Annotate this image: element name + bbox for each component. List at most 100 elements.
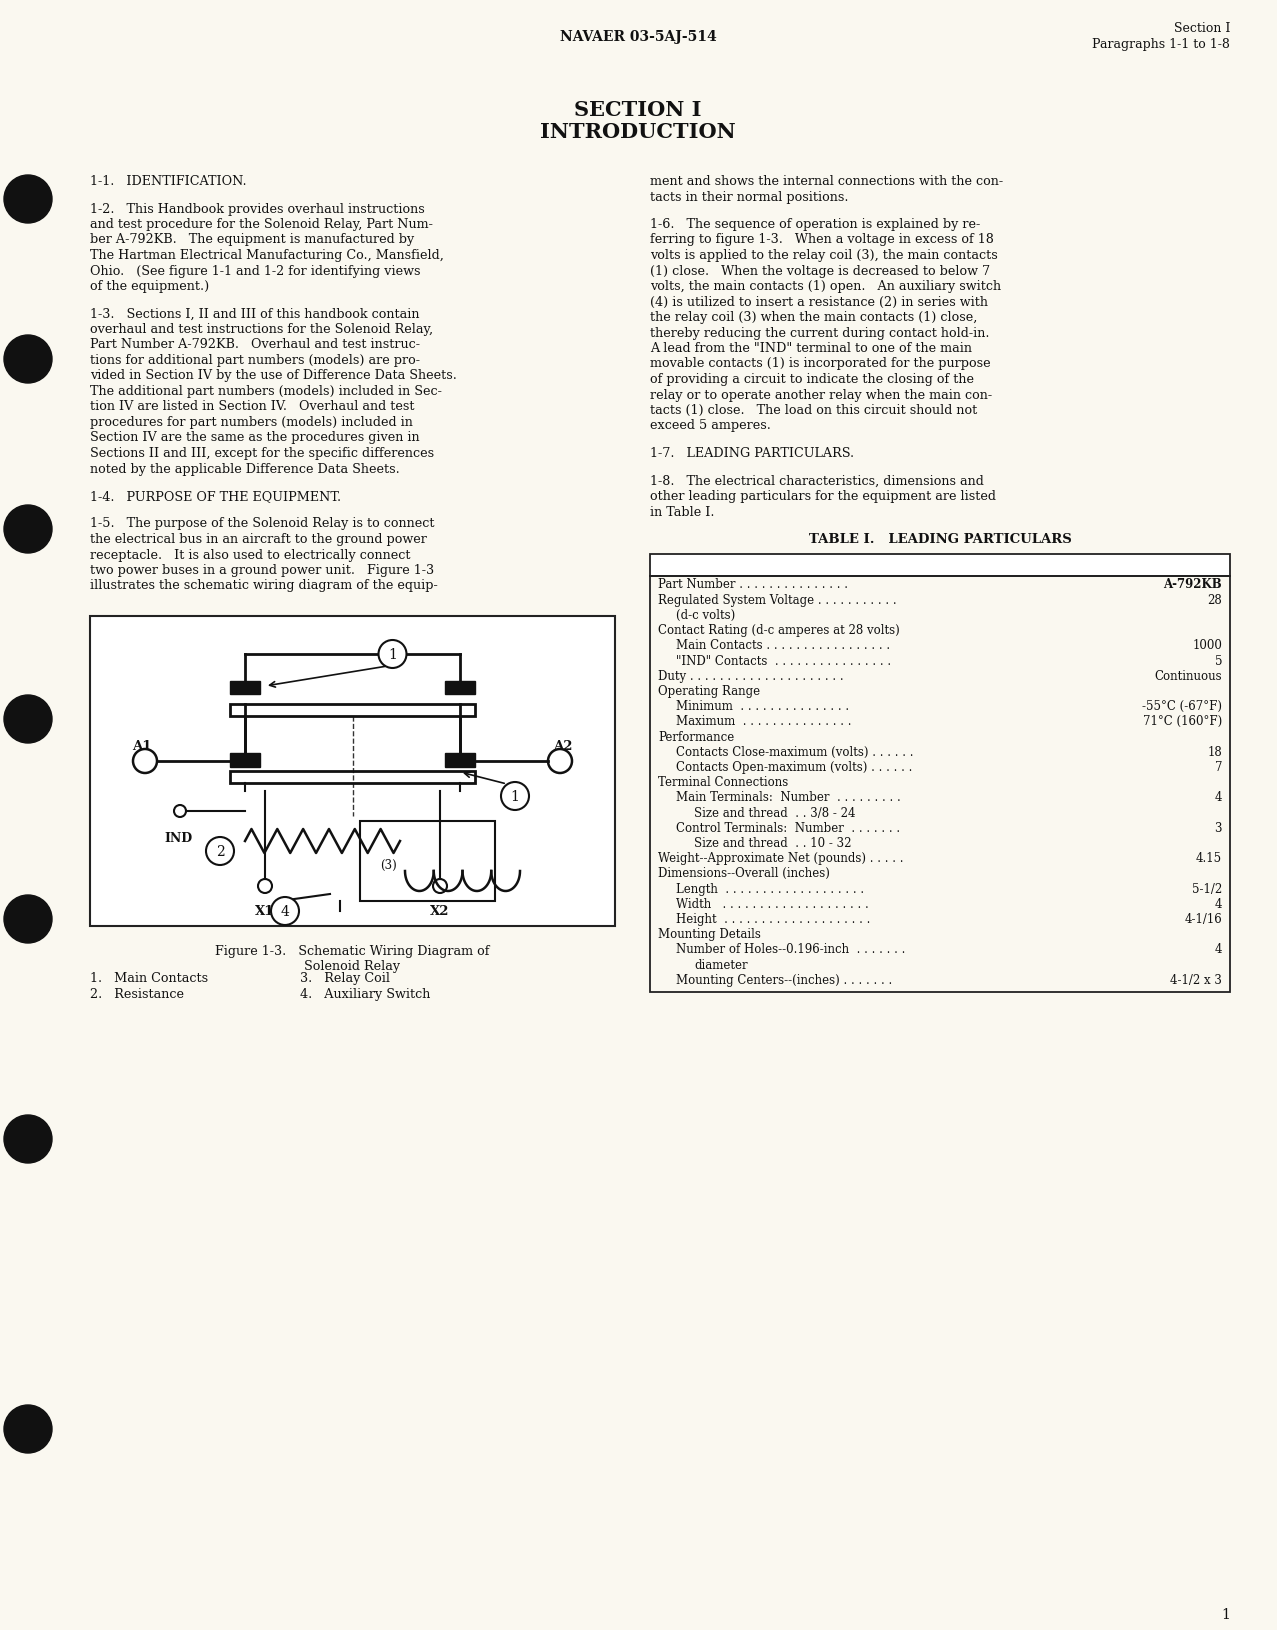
Text: 1-7.   LEADING PARTICULARS.: 1-7. LEADING PARTICULARS. [650, 447, 854, 460]
Text: TABLE I.   LEADING PARTICULARS: TABLE I. LEADING PARTICULARS [808, 533, 1071, 546]
Text: Solenoid Relay: Solenoid Relay [304, 960, 401, 973]
Text: of providing a circuit to indicate the closing of the: of providing a circuit to indicate the c… [650, 373, 974, 386]
Text: Figure 1-3.   Schematic Wiring Diagram of: Figure 1-3. Schematic Wiring Diagram of [216, 944, 490, 957]
Text: Sections II and III, except for the specific differences: Sections II and III, except for the spec… [89, 447, 434, 460]
Text: tions for additional part numbers (models) are pro-: tions for additional part numbers (model… [89, 354, 420, 367]
Text: Section I: Section I [1174, 21, 1230, 34]
Text: (3): (3) [381, 857, 397, 870]
Text: Height  . . . . . . . . . . . . . . . . . . . .: Height . . . . . . . . . . . . . . . . .… [676, 913, 871, 926]
Bar [230, 681, 261, 694]
Text: Dimensions--Overall (inches): Dimensions--Overall (inches) [658, 867, 830, 880]
Text: vided in Section IV by the use of Difference Data Sheets.: vided in Section IV by the use of Differ… [89, 370, 457, 383]
Circle shape [4, 895, 52, 944]
Text: 5: 5 [1214, 654, 1222, 667]
Text: two power buses in a ground power unit.   Figure 1-3: two power buses in a ground power unit. … [89, 564, 434, 577]
Text: 5-1/2: 5-1/2 [1191, 882, 1222, 895]
Text: 1: 1 [388, 647, 397, 662]
Text: 1-6.   The sequence of operation is explained by re-: 1-6. The sequence of operation is explai… [650, 218, 981, 231]
Text: Minimum  . . . . . . . . . . . . . . .: Minimum . . . . . . . . . . . . . . . [676, 699, 849, 712]
Text: Ohio.   (See figure 1-1 and 1-2 for identifying views: Ohio. (See figure 1-1 and 1-2 for identi… [89, 264, 420, 277]
Circle shape [4, 696, 52, 743]
Bar [444, 753, 475, 768]
Text: Main Terminals:  Number  . . . . . . . . .: Main Terminals: Number . . . . . . . . . [676, 791, 900, 804]
Text: 1000: 1000 [1193, 639, 1222, 652]
Text: 1-8.   The electrical characteristics, dimensions and: 1-8. The electrical characteristics, dim… [650, 474, 983, 487]
Text: in Table I.: in Table I. [650, 505, 715, 518]
Text: 71°C (160°F): 71°C (160°F) [1143, 716, 1222, 729]
Text: 1.   Main Contacts: 1. Main Contacts [89, 971, 208, 985]
Text: A2: A2 [553, 740, 573, 753]
Text: Contacts Open-maximum (volts) . . . . . .: Contacts Open-maximum (volts) . . . . . … [676, 761, 912, 773]
Text: Size and thread  . . 3/8 - 24: Size and thread . . 3/8 - 24 [693, 805, 856, 818]
Text: The Hartman Electrical Manufacturing Co., Mansfield,: The Hartman Electrical Manufacturing Co.… [89, 249, 444, 262]
Text: A lead from the "IND" terminal to one of the main: A lead from the "IND" terminal to one of… [650, 342, 972, 355]
Bar [230, 753, 261, 768]
Text: 7: 7 [1214, 761, 1222, 773]
Text: Number of Holes--0.196-inch  . . . . . . .: Number of Holes--0.196-inch . . . . . . … [676, 942, 905, 955]
Text: (1) close.   When the voltage is decreased to below 7: (1) close. When the voltage is decreased… [650, 264, 990, 277]
Text: -55°C (-67°F): -55°C (-67°F) [1142, 699, 1222, 712]
Text: 4: 4 [281, 905, 290, 918]
Text: diameter: diameter [693, 958, 747, 971]
Text: 2: 2 [216, 844, 225, 859]
Text: tacts (1) close.   The load on this circuit should not: tacts (1) close. The load on this circui… [650, 404, 977, 417]
Bar [444, 681, 475, 694]
Bar [360, 822, 495, 901]
Text: Section IV are the same as the procedures given in: Section IV are the same as the procedure… [89, 432, 420, 445]
Circle shape [4, 505, 52, 554]
Text: "IND" Contacts  . . . . . . . . . . . . . . . .: "IND" Contacts . . . . . . . . . . . . .… [676, 654, 891, 667]
Text: Contact Rating (d-c amperes at 28 volts): Contact Rating (d-c amperes at 28 volts) [658, 624, 900, 637]
Text: VALUE: VALUE [1172, 557, 1222, 570]
Text: 4.   Auxiliary Switch: 4. Auxiliary Switch [300, 988, 430, 1001]
Text: the relay coil (3) when the main contacts (1) close,: the relay coil (3) when the main contact… [650, 311, 977, 324]
Text: procedures for part numbers (models) included in: procedures for part numbers (models) inc… [89, 416, 412, 429]
Text: 1: 1 [511, 789, 520, 804]
Text: tacts in their normal positions.: tacts in their normal positions. [650, 191, 848, 204]
Text: Performance: Performance [658, 730, 734, 743]
Text: Continuous: Continuous [1154, 670, 1222, 683]
Text: receptacle.   It is also used to electrically connect: receptacle. It is also used to electrica… [89, 548, 410, 561]
Text: A1: A1 [133, 740, 152, 753]
Text: 1-5.   The purpose of the Solenoid Relay is to connect: 1-5. The purpose of the Solenoid Relay i… [89, 517, 434, 530]
Circle shape [271, 898, 299, 926]
Bar [230, 771, 475, 784]
Circle shape [378, 641, 406, 668]
Text: 18: 18 [1207, 745, 1222, 758]
Text: Regulated System Voltage . . . . . . . . . . .: Regulated System Voltage . . . . . . . .… [658, 593, 896, 606]
Text: 1-2.   This Handbook provides overhaul instructions: 1-2. This Handbook provides overhaul ins… [89, 202, 425, 215]
Text: A-792KB: A-792KB [1163, 579, 1222, 592]
Text: 4: 4 [1214, 897, 1222, 910]
Bar [89, 616, 616, 926]
Text: tion IV are listed in Section IV.   Overhaul and test: tion IV are listed in Section IV. Overha… [89, 401, 415, 414]
Text: 1-3.   Sections I, II and III of this handbook contain: 1-3. Sections I, II and III of this hand… [89, 308, 420, 321]
Bar [650, 575, 1230, 993]
Text: Control Terminals:  Number  . . . . . . .: Control Terminals: Number . . . . . . . [676, 822, 900, 835]
Text: Maximum  . . . . . . . . . . . . . . .: Maximum . . . . . . . . . . . . . . . [676, 716, 852, 729]
Text: volts, the main contacts (1) open.   An auxiliary switch: volts, the main contacts (1) open. An au… [650, 280, 1001, 293]
Text: The additional part numbers (models) included in Sec-: The additional part numbers (models) inc… [89, 385, 442, 398]
Text: 3.   Relay Coil: 3. Relay Coil [300, 971, 389, 985]
Text: Length  . . . . . . . . . . . . . . . . . . .: Length . . . . . . . . . . . . . . . . .… [676, 882, 865, 895]
Text: 4.15: 4.15 [1195, 851, 1222, 864]
Text: and test procedure for the Solenoid Relay, Part Num-: and test procedure for the Solenoid Rela… [89, 218, 433, 231]
Text: 1-4.   PURPOSE OF THE EQUIPMENT.: 1-4. PURPOSE OF THE EQUIPMENT. [89, 489, 341, 502]
Text: 4-1/16: 4-1/16 [1184, 913, 1222, 926]
Text: overhaul and test instructions for the Solenoid Relay,: overhaul and test instructions for the S… [89, 323, 433, 336]
Text: 3: 3 [1214, 822, 1222, 835]
Text: Paragraphs 1-1 to 1-8: Paragraphs 1-1 to 1-8 [1092, 37, 1230, 51]
Text: noted by the applicable Difference Data Sheets.: noted by the applicable Difference Data … [89, 463, 400, 476]
Text: 28: 28 [1207, 593, 1222, 606]
Text: X2: X2 [430, 905, 450, 918]
Circle shape [4, 336, 52, 383]
Text: NAVAER 03-5AJ-514: NAVAER 03-5AJ-514 [559, 29, 716, 44]
Text: Mounting Centers--(inches) . . . . . . .: Mounting Centers--(inches) . . . . . . . [676, 973, 893, 986]
Text: relay or to operate another relay when the main con-: relay or to operate another relay when t… [650, 388, 992, 401]
Text: Terminal Connections: Terminal Connections [658, 776, 788, 789]
Text: (4) is utilized to insert a resistance (2) in series with: (4) is utilized to insert a resistance (… [650, 295, 988, 308]
Bar [650, 554, 1230, 575]
Text: IND: IND [163, 831, 192, 844]
Text: Mounting Details: Mounting Details [658, 927, 761, 941]
Text: (d-c volts): (d-c volts) [676, 608, 736, 621]
Text: INTRODUCTION: INTRODUCTION [540, 122, 736, 142]
Text: thereby reducing the current during contact hold-in.: thereby reducing the current during cont… [650, 326, 990, 339]
